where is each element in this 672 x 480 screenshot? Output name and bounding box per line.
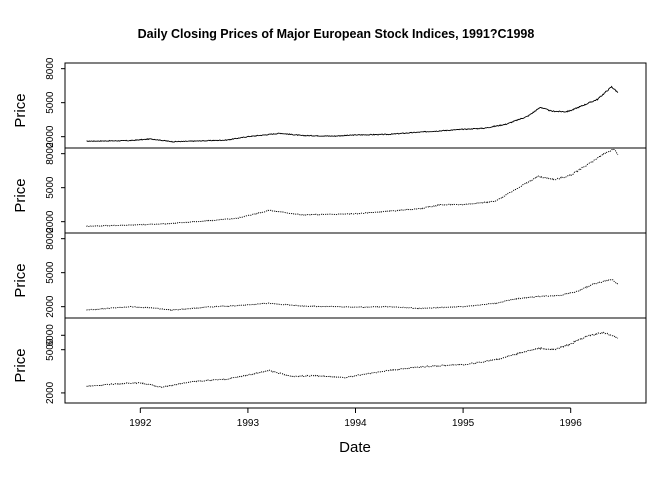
y-tick-label: 2000 <box>45 381 56 404</box>
y-axis-panel-3: 2000 5000 8000 <box>45 227 65 318</box>
panel-3: 2000 5000 8000 Price <box>12 227 647 319</box>
y-axis-panel-2: 2000 5000 8000 <box>45 142 65 233</box>
y-tick-label: 8000 <box>45 227 56 250</box>
y-axis-label: Price <box>12 348 29 382</box>
y-tick-label: 5000 <box>45 261 56 284</box>
panels-group: 2000 5000 8000 Price 2000 5000 8000 Price 2000 50… <box>12 57 647 404</box>
x-tick-label: 1996 <box>560 418 583 429</box>
y-tick-label: 8000 <box>45 142 56 165</box>
y-axis-panel-1: 2000 5000 8000 <box>45 57 65 148</box>
x-tick-label: 1994 <box>344 418 367 429</box>
series-line-panel-4 <box>86 331 619 389</box>
panel-frame <box>64 317 647 404</box>
y-tick-label: 5000 <box>45 338 56 361</box>
y-tick-label: 2000 <box>45 125 56 148</box>
y-axis-label: Price <box>12 263 29 297</box>
x-tick-label: 1993 <box>237 418 260 429</box>
panel-frame <box>64 147 647 234</box>
y-tick-label: 2000 <box>45 295 56 318</box>
panel-2: 2000 5000 8000 Price <box>12 142 647 234</box>
y-axis-label: Price <box>12 178 29 212</box>
x-axis-label: Date <box>339 439 371 456</box>
series-line-panel-2 <box>86 148 619 227</box>
y-tick-label: 8000 <box>45 57 56 80</box>
x-axis: 1992 1993 1994 1995 1996 <box>129 407 583 429</box>
panel-frame <box>64 232 647 319</box>
panel-1: 2000 5000 8000 Price <box>12 57 647 149</box>
y-tick-label: 2000 <box>45 210 56 233</box>
series-line-panel-3 <box>86 278 619 311</box>
x-tick-label: 1995 <box>452 418 475 429</box>
x-tick-label: 1992 <box>129 418 152 429</box>
chart-title: Daily Closing Prices of Major European S… <box>138 27 535 41</box>
y-tick-label: 5000 <box>45 91 56 114</box>
y-tick-label: 6000 <box>45 324 56 347</box>
series-line-panel-1 <box>86 85 619 143</box>
y-tick-label: 5000 <box>45 176 56 199</box>
y-axis-label: Price <box>12 93 29 127</box>
